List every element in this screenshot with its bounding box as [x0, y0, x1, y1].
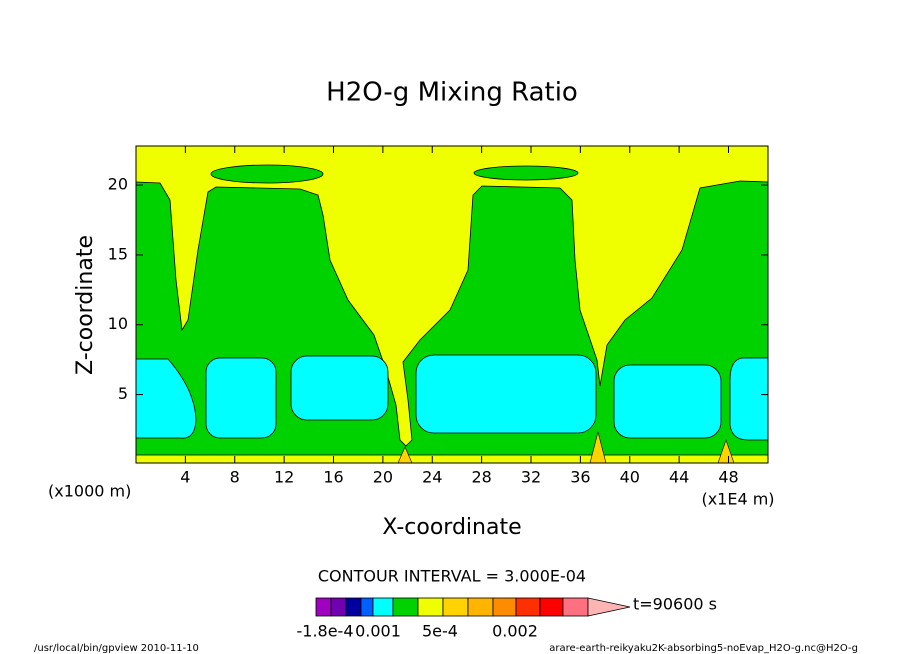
region-cyan [290, 355, 389, 421]
colorbar-swatch [360, 597, 374, 617]
y-unit: (x1000 m) [48, 482, 131, 501]
y-tick-label: 15 [108, 244, 128, 263]
colorbar-swatch [492, 597, 517, 617]
x-unit: (x1E4 m) [701, 490, 774, 509]
x-tick-label: 8 [230, 468, 240, 487]
x-tick-label: 36 [570, 468, 590, 487]
colorbar-swatch [562, 597, 589, 617]
x-tick-label: 4 [180, 468, 190, 487]
region-green [210, 164, 324, 184]
x-tick-label: 44 [669, 468, 689, 487]
region-cyan [135, 358, 197, 439]
contour-interval: CONTOUR INTERVAL = 3.000E-04 [318, 567, 586, 586]
colorbar-swatch [392, 597, 419, 617]
x-tick-label: 20 [373, 468, 393, 487]
x-tick-label: 24 [422, 468, 442, 487]
colorbar-arrow [587, 597, 631, 617]
colorbar-swatch [372, 597, 394, 617]
contour-field [135, 145, 769, 464]
colorbar-swatch [515, 597, 541, 617]
region-cyan [729, 357, 769, 441]
y-tick-label: 10 [108, 314, 128, 333]
colorbar-swatch [345, 597, 362, 617]
x-tick-label: 32 [521, 468, 541, 487]
y-axis-label: Z-coordinate [73, 235, 98, 375]
x-tick-label: 12 [274, 468, 294, 487]
time-label: t=90600 s [633, 595, 717, 614]
colorbar-label: 0.002 [492, 622, 538, 641]
x-tick-label: 48 [718, 468, 738, 487]
chart-title: H2O-g Mixing Ratio [326, 78, 578, 108]
region-green [473, 165, 579, 181]
footer-left: /usr/local/bin/gpview 2010-11-10 [34, 643, 199, 654]
y-tick-label: 5 [118, 384, 128, 403]
x-axis-label: X-coordinate [382, 515, 521, 540]
colorbar-label: 5e-4 [422, 622, 458, 641]
footer-right: arare-earth-reikyaku2K-absorbing5-noEvap… [549, 643, 858, 654]
region-cyan [613, 364, 722, 439]
colorbar-swatch [539, 597, 564, 617]
colorbar-swatch [442, 597, 469, 617]
colorbar-label: -1.8e-4 [296, 622, 353, 641]
y-tick-label: 20 [108, 175, 128, 194]
colorbar-swatch [467, 597, 494, 617]
x-tick-label: 40 [620, 468, 640, 487]
region-cyan [205, 357, 277, 439]
x-tick-label: 16 [323, 468, 343, 487]
colorbar-label: 0.001 [355, 622, 401, 641]
x-tick-label: 28 [471, 468, 491, 487]
colorbar-swatch [417, 597, 444, 617]
colorbar-swatch [315, 597, 332, 617]
region-cyan [415, 354, 597, 434]
plot-frame [135, 145, 769, 464]
colorbar-swatch [330, 597, 347, 617]
